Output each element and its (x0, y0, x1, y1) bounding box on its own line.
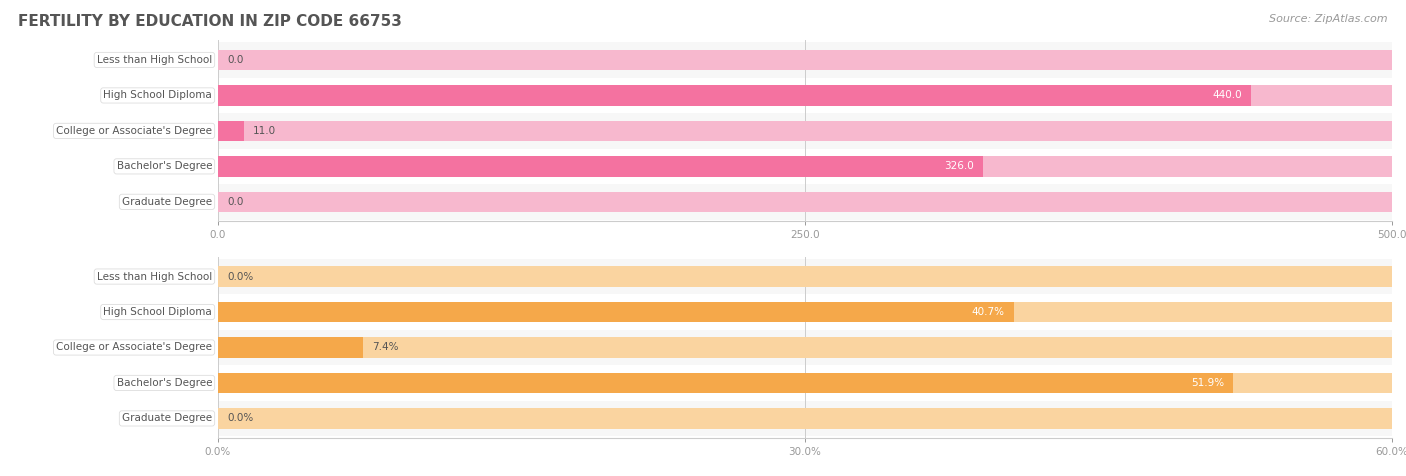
Text: Graduate Degree: Graduate Degree (122, 197, 212, 207)
Text: 40.7%: 40.7% (972, 307, 1005, 317)
Text: 51.9%: 51.9% (1191, 378, 1225, 388)
Text: 0.0%: 0.0% (228, 271, 253, 281)
Text: Bachelor's Degree: Bachelor's Degree (117, 161, 212, 171)
Bar (218, 78, 1392, 113)
Bar (218, 120, 1392, 141)
Bar (218, 50, 1392, 70)
Bar (218, 337, 363, 358)
Bar (218, 294, 1392, 330)
Bar (218, 113, 1392, 149)
Bar (218, 156, 983, 177)
Text: High School Diploma: High School Diploma (103, 307, 212, 317)
Text: 326.0: 326.0 (945, 161, 974, 171)
Text: 0.0: 0.0 (228, 197, 243, 207)
Text: 7.4%: 7.4% (373, 342, 399, 353)
Bar (218, 373, 1392, 393)
Bar (218, 401, 1392, 436)
Text: Source: ZipAtlas.com: Source: ZipAtlas.com (1270, 14, 1388, 24)
Text: High School Diploma: High School Diploma (103, 90, 212, 100)
Text: FERTILITY BY EDUCATION IN ZIP CODE 66753: FERTILITY BY EDUCATION IN ZIP CODE 66753 (18, 14, 402, 30)
Text: College or Associate's Degree: College or Associate's Degree (56, 342, 212, 353)
Bar (218, 184, 1392, 219)
Bar (218, 85, 1251, 106)
Bar (218, 149, 1392, 184)
Text: College or Associate's Degree: College or Associate's Degree (56, 126, 212, 136)
Text: 440.0: 440.0 (1212, 90, 1241, 100)
Text: 0.0%: 0.0% (228, 414, 253, 424)
Bar (218, 302, 1014, 322)
Text: 11.0: 11.0 (253, 126, 276, 136)
Bar (218, 191, 1392, 212)
Text: Graduate Degree: Graduate Degree (122, 414, 212, 424)
Bar (218, 373, 1233, 393)
Bar (218, 156, 1392, 177)
Bar (218, 365, 1392, 401)
Bar (218, 266, 1392, 287)
Bar (218, 259, 1392, 294)
Bar (218, 120, 243, 141)
Text: Bachelor's Degree: Bachelor's Degree (117, 378, 212, 388)
Bar (218, 302, 1392, 322)
Bar (218, 330, 1392, 365)
Text: 0.0: 0.0 (228, 55, 243, 65)
Bar (218, 337, 1392, 358)
Bar (218, 85, 1392, 106)
Text: Less than High School: Less than High School (97, 271, 212, 281)
Bar (218, 408, 1392, 429)
Bar (218, 42, 1392, 78)
Text: Less than High School: Less than High School (97, 55, 212, 65)
